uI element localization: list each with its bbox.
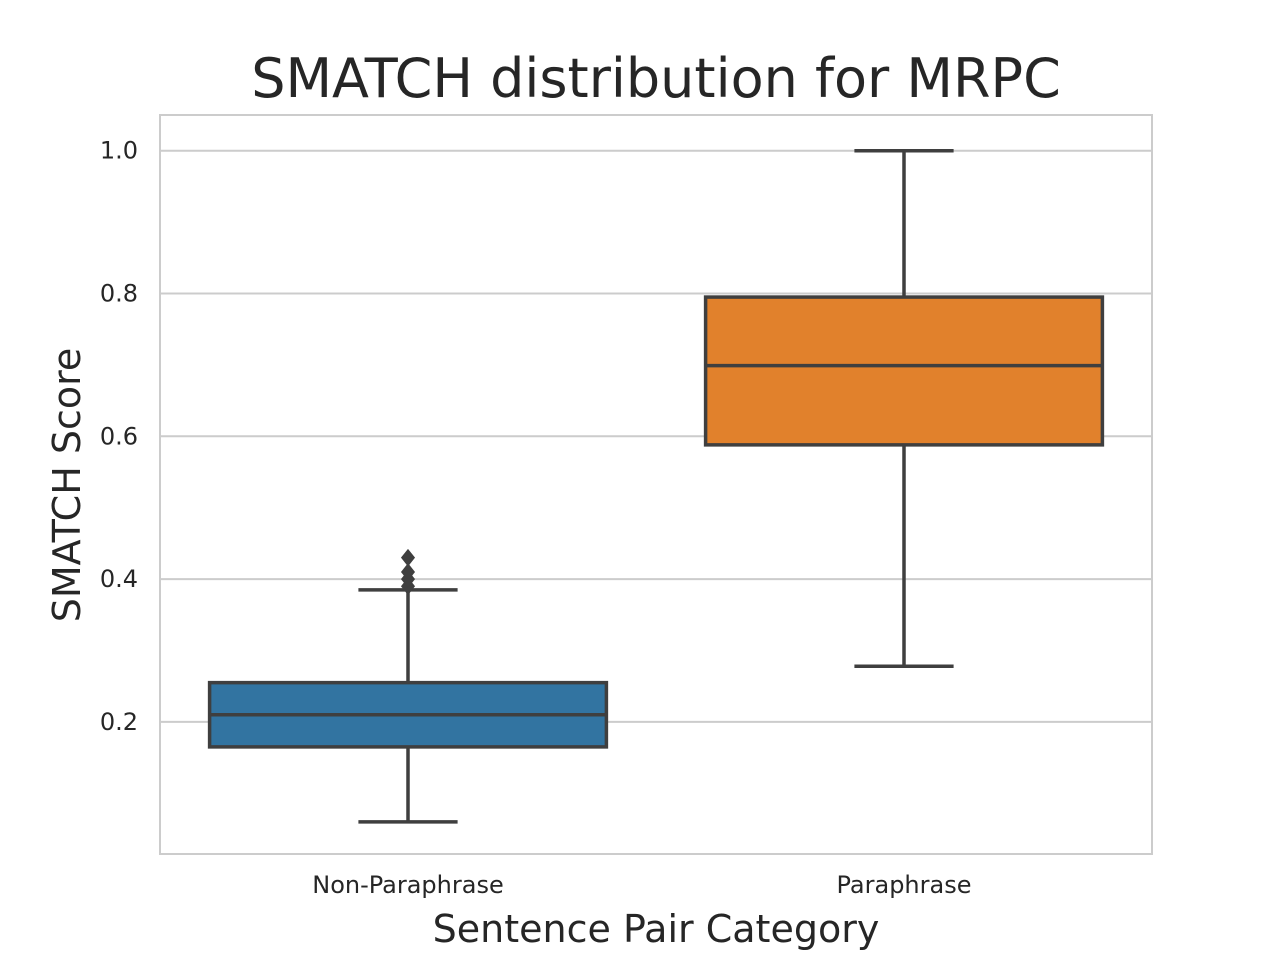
chart-title: SMATCH distribution for MRPC: [251, 47, 1061, 110]
y-tick-label: 0.2: [100, 708, 138, 736]
x-axis-label: Sentence Pair Category: [433, 907, 880, 951]
y-tick-label: 0.4: [100, 565, 138, 593]
x-tick-label: Paraphrase: [837, 871, 972, 899]
grid-layer: [160, 149, 1152, 723]
outlier-point: [400, 548, 416, 567]
x-tick-labels: Non-Paraphrase Paraphrase: [312, 871, 971, 899]
boxes-layer: [207, 148, 1105, 824]
iqr-box: [703, 295, 1105, 447]
x-tick-label: Non-Paraphrase: [312, 871, 503, 899]
y-axis-label: SMATCH Score: [45, 348, 89, 623]
y-tick-label: 1.0: [100, 137, 138, 165]
outlier-point: [400, 563, 416, 581]
plot-frame: [159, 114, 1153, 855]
y-tick-label: 0.8: [100, 280, 138, 308]
y-tick-label: 0.6: [100, 422, 138, 450]
box-paraphrase: [703, 148, 1105, 668]
box-non-paraphrase: [207, 548, 609, 824]
y-tick-labels: 0.2 0.4 0.6 0.8 1.0: [100, 137, 138, 736]
